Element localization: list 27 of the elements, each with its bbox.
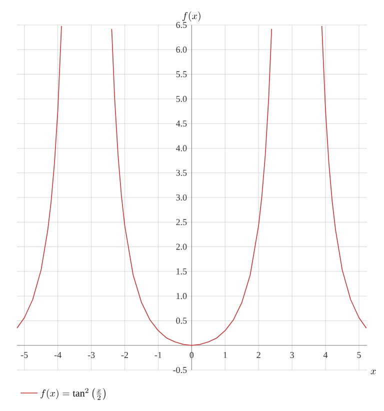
y-tick-label: 3.0 [176, 194, 187, 201]
y-tick-label: 4.0 [176, 145, 187, 152]
y-tick-label: 1.5 [176, 268, 187, 274]
x-tick-label: -3 [88, 352, 95, 358]
y-axis-title: $f(x)$ [182, 12, 200, 22]
x-tick-label: -2 [121, 352, 128, 358]
y-tick-label: 5.0 [176, 96, 187, 102]
y-tick-label: 3.5 [176, 170, 187, 176]
y-tick-label: 2.0 [176, 244, 187, 250]
x-tick-label: -4 [54, 352, 62, 358]
x-tick-label: 3 [290, 352, 294, 358]
y-tick-label: 6.5 [176, 22, 187, 28]
y-tick-label: 1.0 [176, 293, 187, 300]
x-tick-label: 2 [256, 352, 260, 358]
y-tick-label: -0.5 [173, 366, 187, 374]
x-tick-label: -5 [20, 352, 28, 358]
x-axis-title: $x$ [370, 370, 376, 374]
y-tick-label: 0.5 [176, 318, 187, 324]
y-tick-label: 5.5 [176, 71, 187, 78]
x-tick-label: 5 [357, 352, 361, 358]
legend-label: $f(x) = \tan^2\left(\frac{x}{2}\right)$ [40, 388, 106, 400]
y-tick-label: 4.5 [176, 120, 187, 127]
x-tick-label: 1 [224, 352, 227, 358]
y-tick-label: 6.0 [176, 46, 187, 53]
x-tick-label: 4 [323, 352, 328, 358]
y-tick-label: 2.5 [176, 219, 187, 226]
x-tick-label: -1 [154, 352, 162, 358]
